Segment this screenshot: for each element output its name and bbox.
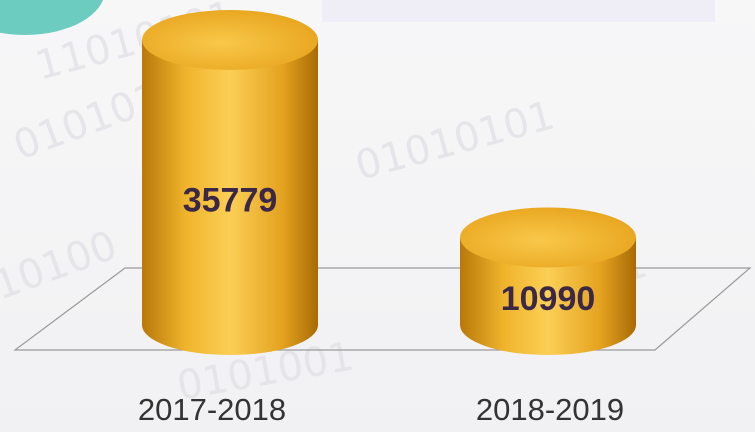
bar <box>142 10 318 355</box>
bar-top <box>142 10 318 70</box>
bar-body <box>142 40 318 355</box>
value-label: 35779 <box>183 181 278 219</box>
bar <box>460 207 636 355</box>
decor-circle <box>0 0 103 35</box>
bar-top <box>460 207 636 268</box>
bar-body <box>460 237 636 355</box>
value-label: 10990 <box>501 280 596 318</box>
x-tick-label: 2018-2019 <box>476 392 624 427</box>
x-tick-label: 2017-2018 <box>138 392 286 427</box>
decor-banner <box>322 0 715 22</box>
